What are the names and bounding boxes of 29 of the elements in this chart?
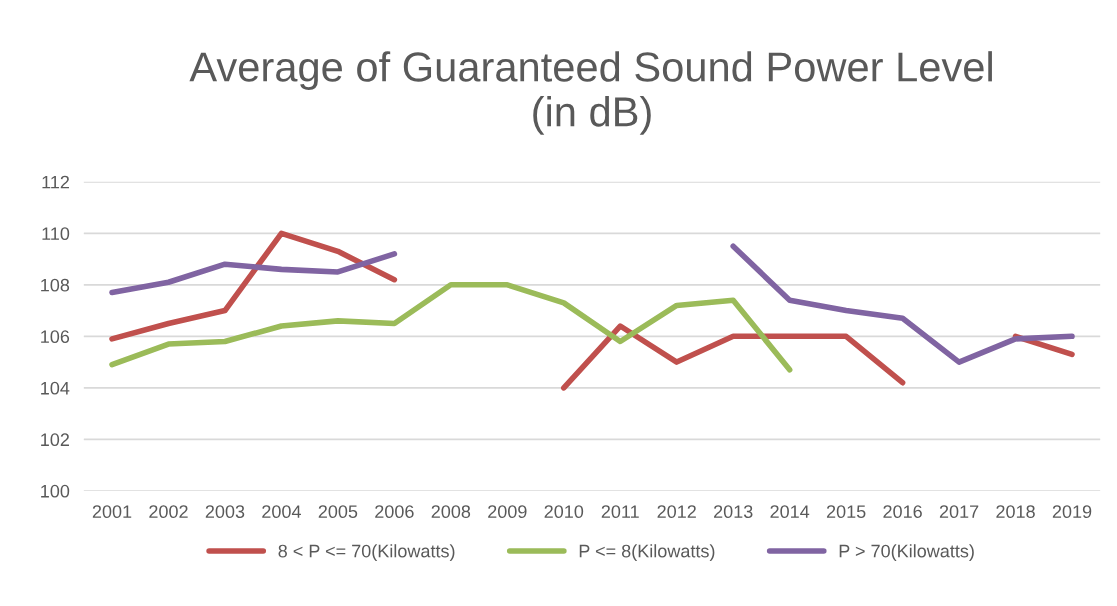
x-tick-label: 2013 — [714, 505, 753, 519]
x-tick-label: 2010 — [544, 505, 584, 519]
x-tick-label: 2008 — [431, 505, 471, 519]
x-tick-label: 2009 — [488, 505, 527, 519]
x-tick-label: 2016 — [883, 505, 922, 519]
x-tick-label: 2004 — [262, 505, 301, 519]
x-tick-label: 2015 — [826, 505, 866, 519]
x-tick-label: 2012 — [657, 505, 696, 519]
x-tick-label: 2003 — [205, 505, 245, 519]
chart-title: Average of Guaranteed Sound Power Level (in dB) — [189, 51, 992, 135]
x-tick-label: 2005 — [318, 505, 358, 519]
x-tick-label: 2018 — [996, 505, 1035, 519]
y-tick-label: 112 — [42, 175, 69, 189]
legend-label: P <= 8(Kilowatts) — [579, 544, 715, 562]
y-tick-label: 108 — [41, 278, 70, 292]
x-tick-label: 2014 — [770, 505, 810, 519]
x-tick-label: 2017 — [939, 505, 979, 519]
y-tick-label: 100 — [41, 484, 70, 498]
legend-label: 8 < P <= 70(Kilowatts) — [278, 544, 455, 562]
y-tick-label: 106 — [41, 330, 70, 344]
x-tick-label: 2011 — [601, 505, 639, 519]
x-tick-label: 2019 — [1052, 505, 1092, 519]
y-tick-label: 104 — [41, 381, 70, 395]
y-tick-label: 102 — [41, 433, 69, 447]
y-tick-label: 110 — [42, 227, 70, 241]
x-tick-label: 2002 — [149, 505, 188, 519]
legend-label: P > 70(Kilowatts) — [839, 544, 974, 562]
x-tick-label: 2006 — [375, 505, 414, 519]
x-tick-label: 2001 — [92, 505, 132, 519]
